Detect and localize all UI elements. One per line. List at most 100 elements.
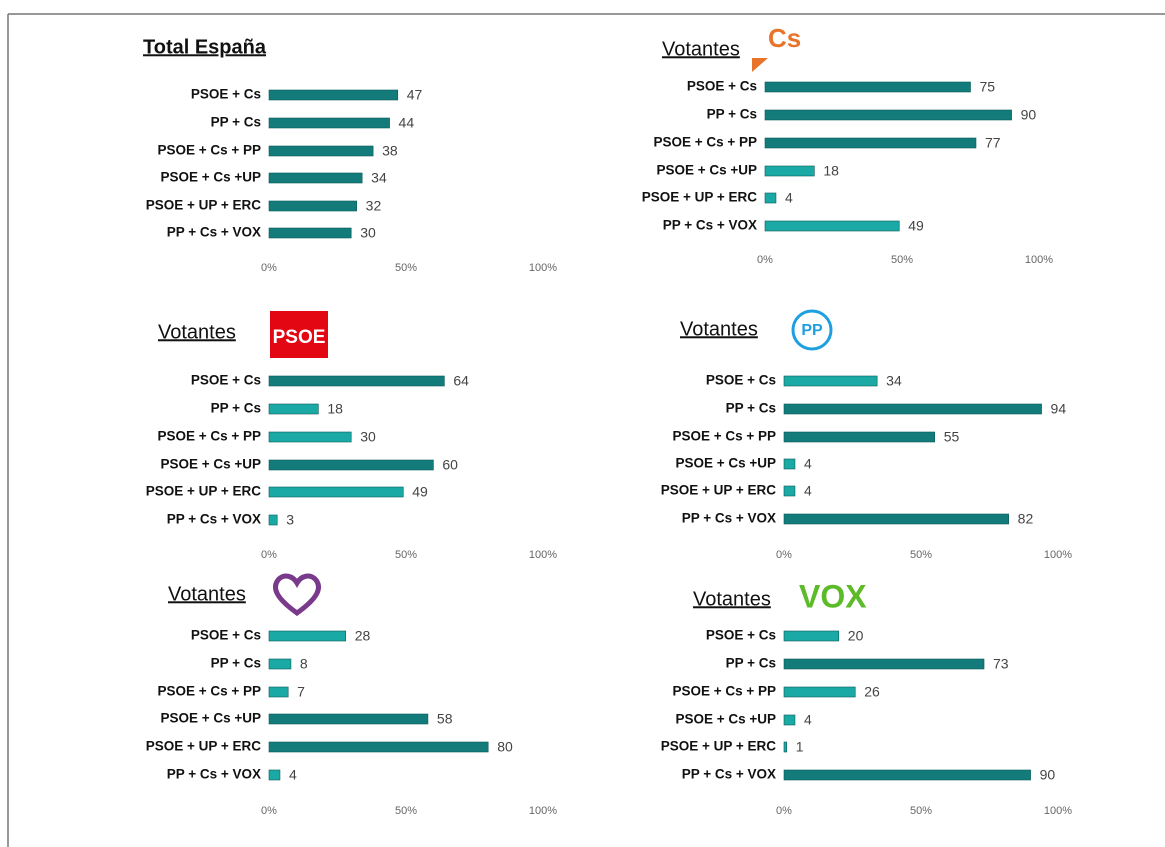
bar [783, 431, 935, 443]
category-label: PSOE + Cs +UP [160, 170, 261, 185]
category-label: PSOE + Cs + PP [157, 684, 261, 699]
party-logo: PP [801, 322, 823, 339]
value-label: 4 [289, 767, 297, 783]
value-label: 3 [286, 512, 294, 528]
value-label: 73 [993, 656, 1009, 672]
x-tick-label: 50% [395, 262, 417, 274]
bar [764, 81, 971, 93]
category-label: PSOE + UP + ERC [661, 483, 777, 498]
category-label: PP + Cs [707, 107, 757, 122]
bar [268, 227, 352, 239]
party-logo: Cs [768, 23, 801, 53]
x-tick-label: 0% [776, 549, 792, 561]
value-label: 30 [360, 429, 376, 445]
panel-title: Votantes [680, 318, 758, 340]
x-tick-label: 50% [910, 549, 932, 561]
value-label: 58 [437, 711, 453, 727]
category-label: PSOE + UP + ERC [146, 484, 262, 499]
panel-title: Votantes [158, 321, 236, 343]
value-label: 47 [407, 87, 423, 103]
value-label: 60 [442, 457, 458, 473]
bar [268, 431, 352, 443]
category-label: PP + Cs + VOX [682, 767, 776, 782]
category-label: PSOE + Cs + PP [672, 684, 776, 699]
value-label: 80 [497, 739, 513, 755]
value-label: 18 [823, 163, 839, 179]
value-label: 90 [1040, 767, 1056, 783]
bar [783, 513, 1009, 525]
category-label: PSOE + Cs [706, 373, 776, 388]
bar [268, 486, 404, 498]
x-tick-label: 100% [1044, 805, 1072, 817]
value-label: 49 [412, 484, 428, 500]
value-label: 82 [1018, 511, 1034, 527]
bar [783, 630, 840, 642]
bar [268, 769, 281, 781]
category-label: PP + Cs + VOX [663, 218, 757, 233]
bar [783, 403, 1042, 415]
category-label: PSOE + Cs [191, 87, 261, 102]
x-tick-label: 100% [529, 805, 557, 817]
value-label: 34 [886, 373, 902, 389]
bar [783, 686, 856, 698]
category-label: PSOE + Cs + PP [653, 135, 757, 150]
panel-title: Votantes [693, 588, 771, 610]
x-tick-label: 0% [776, 805, 792, 817]
bar [783, 458, 796, 470]
panel-title: Votantes [662, 38, 740, 60]
bar [764, 165, 815, 177]
value-label: 34 [371, 170, 387, 186]
bar [268, 145, 374, 157]
bar [268, 459, 434, 471]
bar [764, 192, 777, 204]
value-label: 90 [1021, 107, 1037, 123]
bar [268, 403, 319, 415]
bar [783, 769, 1031, 781]
value-label: 1 [796, 739, 804, 755]
value-label: 26 [864, 684, 880, 700]
category-label: PSOE + Cs + PP [157, 143, 261, 158]
value-label: 77 [985, 135, 1001, 151]
panel-title: Total España [143, 36, 267, 58]
x-tick-label: 100% [1044, 549, 1072, 561]
x-tick-label: 0% [261, 805, 277, 817]
x-tick-label: 100% [529, 262, 557, 274]
bar [764, 220, 900, 232]
value-label: 4 [804, 456, 812, 472]
bar [764, 109, 1012, 121]
bar [268, 658, 292, 670]
value-label: 55 [944, 429, 960, 445]
panel-title: Votantes [168, 583, 246, 605]
category-label: PP + Cs [211, 656, 261, 671]
bar [268, 172, 363, 184]
cs-logo-mark [752, 58, 768, 72]
bar [268, 686, 289, 698]
value-label: 7 [297, 684, 305, 700]
category-label: PSOE + UP + ERC [146, 739, 262, 754]
value-label: 44 [399, 115, 415, 131]
value-label: 49 [908, 218, 924, 234]
bar [268, 200, 357, 212]
value-label: 94 [1051, 401, 1067, 417]
party-logo: VOX [799, 578, 867, 614]
category-label: PSOE + Cs [687, 79, 757, 94]
party-logo: PSOE [273, 327, 326, 348]
bar [783, 485, 796, 497]
category-label: PP + Cs [211, 401, 261, 416]
category-label: PSOE + Cs + PP [157, 429, 261, 444]
x-tick-label: 50% [891, 254, 913, 266]
category-label: PSOE + Cs +UP [675, 456, 776, 471]
bar [268, 713, 429, 725]
x-tick-label: 50% [910, 805, 932, 817]
category-label: PP + Cs + VOX [167, 512, 261, 527]
value-label: 4 [804, 712, 812, 728]
x-tick-label: 100% [529, 549, 557, 561]
bar [268, 89, 399, 101]
x-tick-label: 0% [757, 254, 773, 266]
category-label: PSOE + UP + ERC [661, 739, 777, 754]
category-label: PSOE + Cs [706, 628, 776, 643]
category-label: PP + Cs [726, 401, 776, 416]
bar [764, 137, 977, 149]
psoe-logo-box [270, 311, 328, 358]
